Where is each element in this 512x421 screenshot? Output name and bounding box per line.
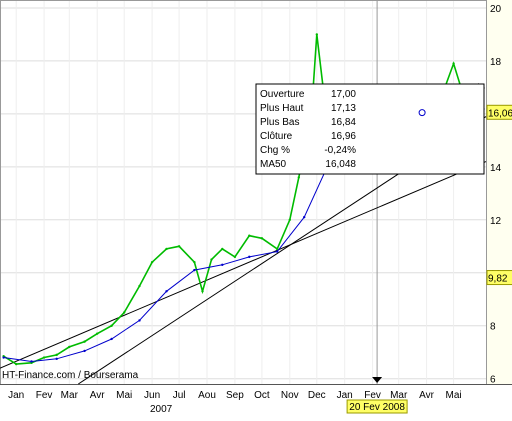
x-month-label: Jun — [144, 390, 160, 401]
series-point-prix — [110, 324, 113, 327]
series-point-ma50 — [221, 263, 224, 267]
series-point-ma50 — [2, 356, 5, 359]
x-month-label: Mar — [390, 390, 408, 401]
series-point-prix — [248, 234, 251, 237]
series-point-ma50 — [165, 290, 168, 293]
x-month-label: Nov — [281, 390, 299, 401]
series-point-prix — [42, 356, 46, 359]
series-point-prix — [83, 340, 86, 343]
tooltip-value: 16,84 — [331, 117, 356, 128]
tooltip-value: 16,96 — [331, 131, 356, 142]
tooltip-label: Clôture — [260, 131, 293, 142]
price-tag-box — [486, 104, 512, 120]
crosshair-date-label: 20 Fev 2008 — [349, 402, 405, 413]
series-point-prix — [150, 260, 154, 264]
price-tag-label: 16,06 — [488, 108, 512, 119]
tooltip-box — [255, 83, 485, 175]
tooltip-label: MA50 — [260, 159, 287, 170]
series-point-ma50 — [83, 349, 86, 353]
series-point-ma50 — [138, 319, 141, 322]
watermark-text: HT-Finance.com / Bourserama — [2, 370, 139, 381]
series-point-prix — [165, 247, 168, 251]
series-point-prix — [260, 237, 264, 240]
x-month-label: Sep — [226, 390, 244, 401]
x-month-label: Mar — [61, 390, 79, 401]
series-point-ma50 — [248, 255, 251, 259]
tooltip-label: Chg % — [260, 145, 290, 156]
series-point-prix — [315, 33, 318, 36]
series-point-prix — [123, 311, 126, 314]
tooltip-value: 17,13 — [331, 103, 356, 114]
series-point-ma50 — [276, 250, 279, 253]
x-month-label: Fev — [364, 390, 381, 401]
price-tag-label: 9,82 — [488, 274, 508, 285]
series-point-prix — [193, 260, 196, 264]
x-month-label: Dec — [308, 390, 326, 401]
series-point-ma50 — [55, 357, 58, 361]
series-point-prix — [55, 353, 58, 357]
tooltip-label: Plus Haut — [260, 103, 304, 114]
x-month-label: Aou — [198, 390, 216, 401]
series-point-prix — [68, 345, 71, 349]
x-month-label: Jul — [173, 390, 186, 401]
x-year-label: 2007 — [150, 404, 173, 415]
x-month-label: Mai — [116, 390, 132, 401]
y-tick-label: 20 — [490, 4, 502, 15]
series-point-prix — [297, 176, 300, 179]
x-month-label: Avr — [90, 390, 105, 401]
series-point-prix — [288, 218, 291, 222]
series-point-prix — [96, 332, 99, 335]
x-month-label: Mai — [446, 390, 462, 401]
x-month-label: Jan — [337, 390, 353, 401]
series-point-ma50 — [303, 215, 306, 219]
x-month-label: Fev — [36, 390, 53, 401]
y-tick-label: 14 — [490, 163, 502, 174]
ma-marker — [418, 109, 426, 117]
x-month-label: Oct — [254, 390, 270, 401]
x-month-label: Jan — [8, 390, 24, 401]
y-tick-label: 18 — [490, 57, 502, 68]
trendline — [0, 161, 487, 369]
series-point-ma50 — [110, 337, 113, 341]
tooltip-label: Ouverture — [260, 89, 305, 100]
series-point-prix — [210, 258, 213, 261]
tooltip-label: Plus Bas — [260, 117, 299, 128]
y-tick-label: 8 — [490, 322, 496, 333]
series-point-prix — [138, 284, 141, 288]
series-point-ma50 — [30, 360, 33, 363]
tooltip-value: -0,24% — [324, 145, 356, 156]
series-point-prix — [452, 62, 455, 65]
crosshair-date-box — [346, 399, 408, 414]
x-month-label: Avr — [419, 390, 434, 401]
series-point-prix — [201, 290, 204, 293]
crosshair-arrow — [372, 377, 383, 383]
series-point-ma50 — [193, 268, 196, 272]
series-point-prix — [221, 247, 224, 251]
series-point-prix — [233, 255, 237, 259]
tooltip-value: 17,00 — [331, 89, 356, 100]
series-point-prix — [177, 245, 181, 248]
series-point-prix — [276, 247, 279, 251]
y-axis-panel — [486, 0, 512, 384]
tooltip-value: 16,048 — [325, 159, 356, 170]
y-tick-label: 12 — [490, 216, 502, 227]
y-tick-label: 6 — [490, 375, 496, 386]
price-tag-box — [486, 270, 512, 286]
series-point-prix — [15, 362, 18, 366]
